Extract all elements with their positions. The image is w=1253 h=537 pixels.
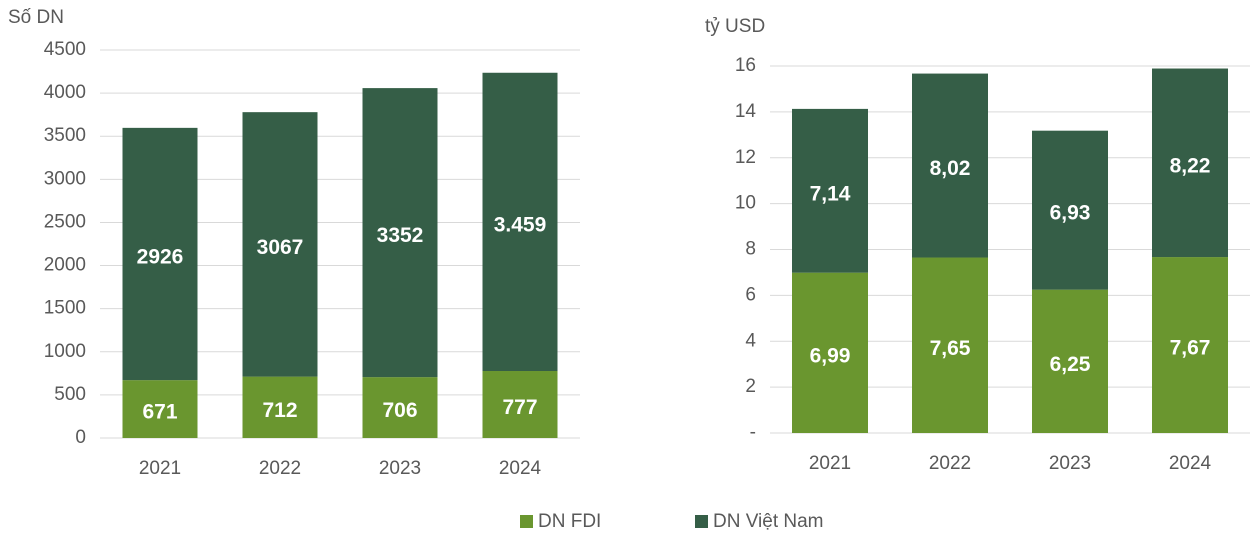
bar-segment (482, 72, 558, 372)
bar-segment (122, 380, 198, 438)
data-label: 706 (382, 399, 417, 422)
x-tick-label: 2022 (259, 458, 301, 479)
y-tick-label: 14 (735, 101, 757, 122)
y-tick-label: 12 (735, 147, 756, 168)
y-axis-label: Số DN (8, 7, 64, 28)
y-tick-label: 8 (745, 239, 756, 260)
x-tick-label: 2021 (139, 458, 181, 479)
y-tick-label: 1500 (44, 298, 86, 319)
data-label: 7,67 (1170, 337, 1211, 360)
y-tick-label: 3500 (44, 125, 86, 146)
data-label: 3.459 (494, 213, 547, 236)
legend-swatch (695, 515, 708, 528)
legend-swatch (520, 515, 533, 528)
data-label: 3352 (377, 224, 424, 247)
data-label: 7,65 (930, 337, 971, 360)
x-tick-label: 2021 (809, 453, 851, 474)
bar-segment (912, 257, 988, 433)
y-tick-label: 1000 (44, 341, 86, 362)
y-tick-label: 4 (745, 330, 756, 351)
x-tick-label: 2024 (1169, 453, 1212, 474)
bar-segment (1152, 68, 1228, 258)
y-tick-label: 4000 (44, 82, 86, 103)
y-tick-label: 2 (745, 376, 756, 397)
y-tick-label: 6 (745, 284, 756, 305)
x-tick-label: 2022 (929, 453, 971, 474)
y-tick-label: - (750, 422, 756, 443)
bar-segment (912, 73, 988, 258)
bar-segment (362, 377, 438, 438)
data-label: 777 (502, 396, 537, 419)
data-label: 7,14 (810, 182, 851, 205)
bar-segment (362, 88, 438, 378)
y-axis-label: tỷ USD (705, 16, 765, 37)
x-tick-label: 2023 (379, 458, 421, 479)
y-tick-label: 10 (735, 193, 756, 214)
data-label: 8,22 (1170, 154, 1211, 177)
y-tick-label: 500 (54, 384, 86, 405)
bar-segment (122, 127, 198, 381)
data-label: 3067 (257, 236, 304, 259)
bar-segment (792, 108, 868, 273)
y-tick-label: 4500 (44, 39, 86, 60)
y-tick-label: 3000 (44, 168, 86, 189)
y-tick-label: 2500 (44, 211, 86, 232)
bar-segment (1152, 257, 1228, 433)
data-label: 2926 (137, 246, 184, 269)
bar-segment (242, 376, 318, 438)
bar-segment (792, 272, 868, 433)
bar-segment (1032, 130, 1108, 290)
x-tick-label: 2023 (1049, 453, 1091, 474)
y-tick-label: 2000 (44, 255, 86, 276)
x-tick-label: 2024 (499, 458, 542, 479)
y-tick-label: 16 (735, 55, 756, 76)
data-label: 8,02 (930, 157, 971, 180)
data-label: 6,93 (1050, 202, 1091, 225)
data-label: 6,25 (1050, 353, 1091, 376)
bar-segment (242, 112, 318, 377)
legend-label: DN Việt Nam (713, 511, 824, 532)
bar-segment (482, 371, 558, 438)
legend-label: DN FDI (538, 511, 601, 532)
data-label: 6,99 (810, 344, 851, 367)
data-label: 671 (142, 401, 177, 424)
data-label: 712 (262, 399, 297, 422)
y-tick-label: 0 (75, 427, 86, 448)
bar-segment (1032, 289, 1108, 433)
